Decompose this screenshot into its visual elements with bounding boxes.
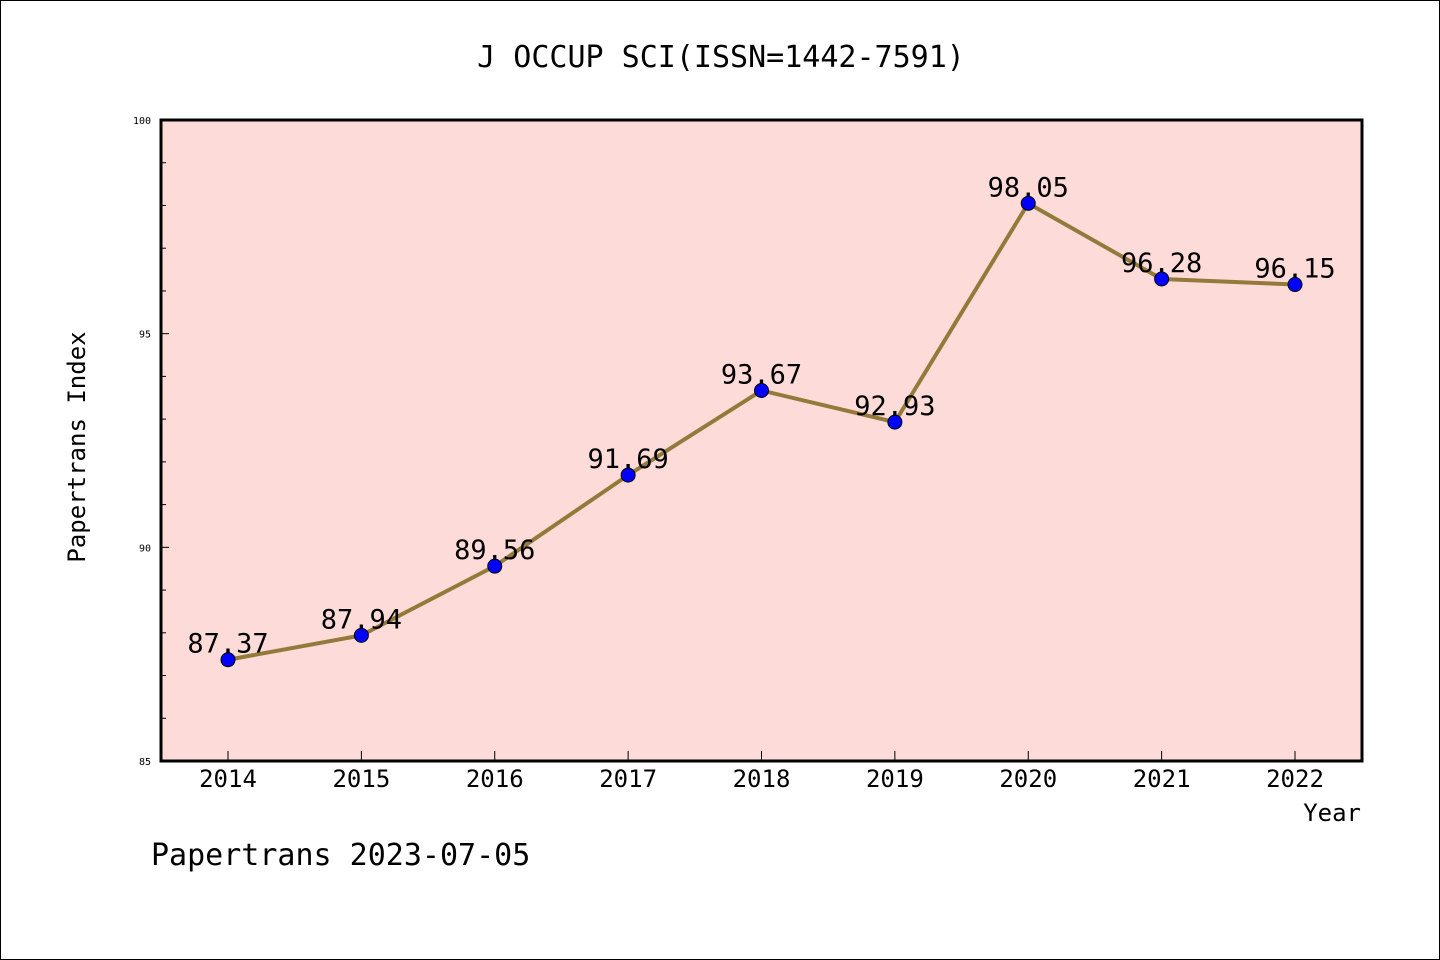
- y-tick-label: 85: [139, 757, 151, 768]
- y-tick-label: 90: [139, 543, 151, 554]
- data-label: 89.56: [454, 535, 535, 566]
- data-label: 87.37: [187, 629, 268, 660]
- data-label: 87.94: [321, 604, 402, 635]
- x-tick-label: 2020: [999, 765, 1057, 793]
- x-tick-label: 2021: [1133, 765, 1191, 793]
- y-tick-label: 100: [133, 116, 151, 127]
- chart-title: J OCCUP SCI(ISSN=1442-7591): [477, 40, 965, 75]
- footer-date-stamp: Papertrans 2023-07-05: [151, 838, 530, 873]
- x-axis-label: Year: [1303, 799, 1361, 827]
- plot-area: [161, 120, 1362, 761]
- data-label: 92.93: [854, 391, 935, 422]
- x-tick-label: 2014: [199, 765, 257, 793]
- x-tick-label: 2018: [733, 765, 791, 793]
- y-axis-label: Papertrans Index: [63, 331, 91, 562]
- data-label: 96.15: [1254, 254, 1335, 285]
- x-tick-label: 2022: [1266, 765, 1324, 793]
- x-tick-label: 2019: [866, 765, 924, 793]
- x-tick-label: 2017: [599, 765, 657, 793]
- x-tick-label: 2016: [466, 765, 524, 793]
- data-label: 91.69: [587, 444, 668, 475]
- y-tick-label: 95: [139, 330, 151, 341]
- data-label: 96.28: [1121, 248, 1202, 279]
- data-label: 93.67: [721, 360, 802, 391]
- data-label: 98.05: [988, 172, 1069, 203]
- x-tick-label: 2015: [332, 765, 390, 793]
